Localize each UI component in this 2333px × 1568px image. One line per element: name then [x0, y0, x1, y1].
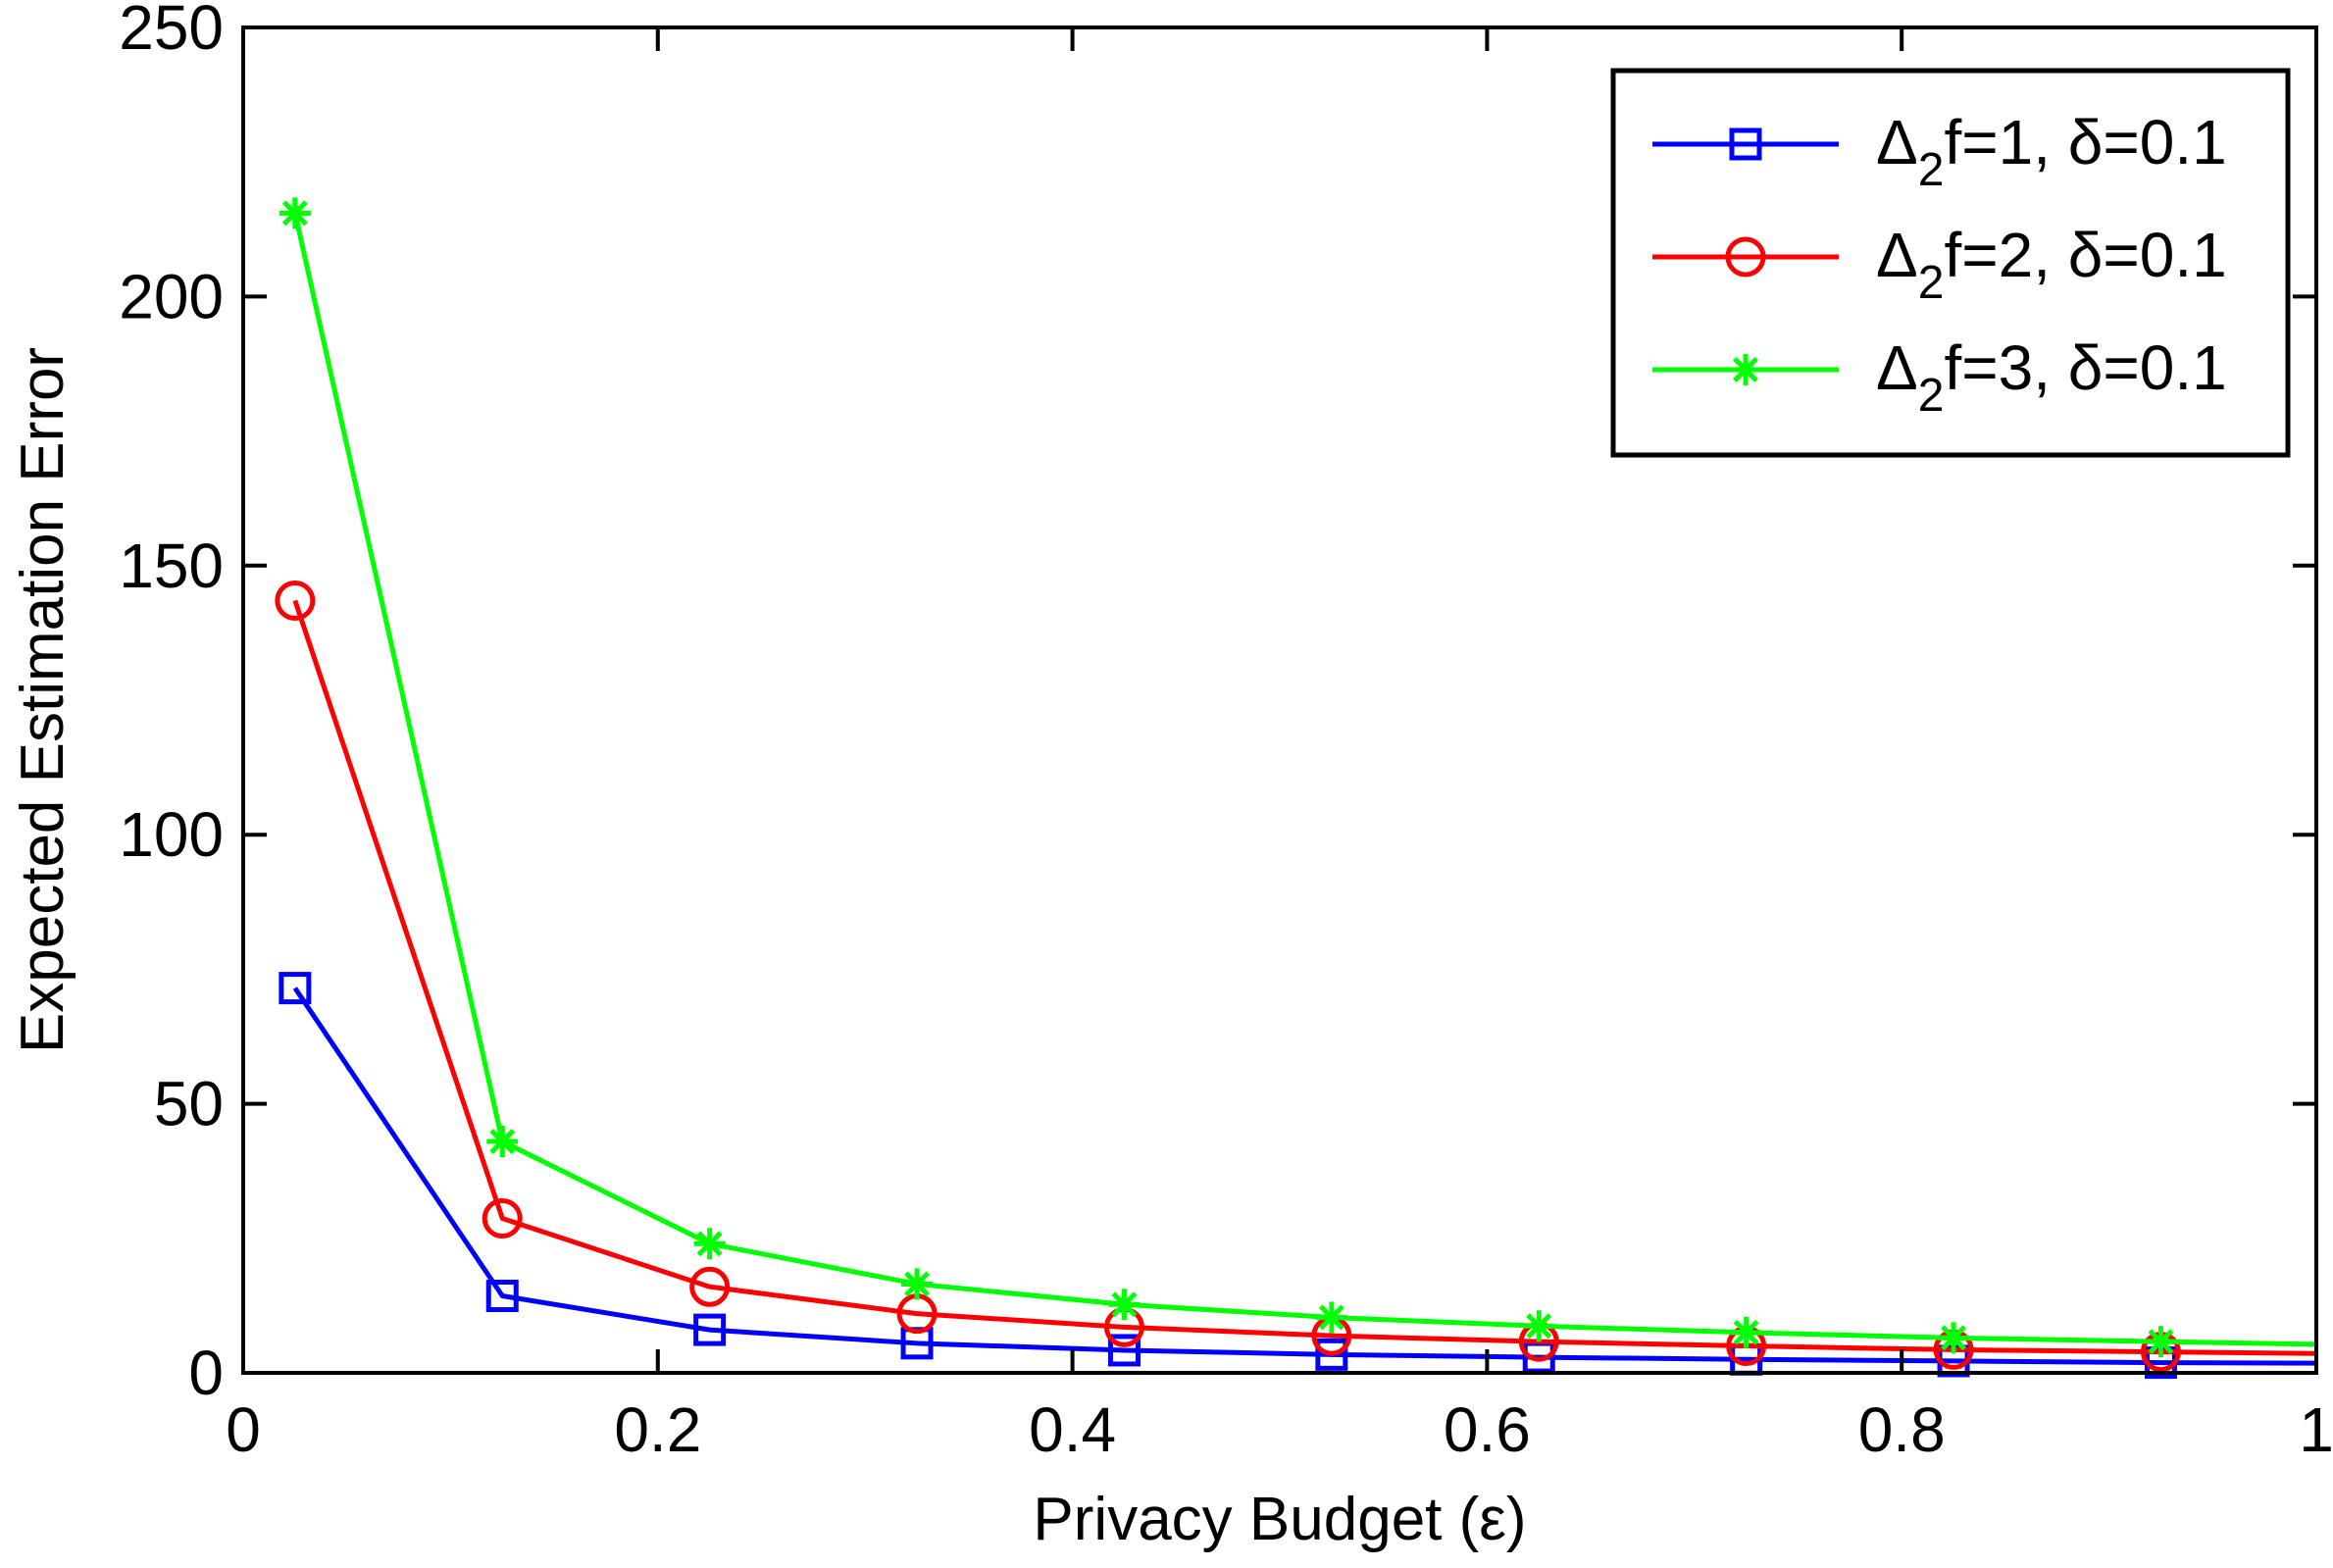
- legend-entry: Δ2f=1, δ=0.1: [1652, 107, 2227, 196]
- y-tick-label: 100: [119, 799, 224, 870]
- data-point-asterisk: [279, 197, 311, 229]
- x-tick-label: 0.6: [1444, 1394, 1531, 1465]
- y-tick-label: 0: [188, 1338, 224, 1408]
- data-point-asterisk: [1315, 1301, 1347, 1334]
- data-point-circle: [275, 580, 316, 621]
- series-layer: [275, 197, 2317, 1380]
- axes-frame: [241, 25, 2318, 1375]
- legend-box: [1610, 68, 2291, 458]
- data-point-asterisk: [1108, 1289, 1141, 1321]
- data-point-square: [485, 1280, 519, 1313]
- data-point-square: [1315, 1338, 1348, 1371]
- legend-entry: Δ2f=2, δ=0.1: [1652, 220, 2227, 309]
- y-tick-label: 250: [119, 0, 224, 63]
- frame-layer: [241, 25, 2318, 1375]
- data-point-asterisk: [1938, 1322, 1970, 1354]
- legend-label: Δ2f=3, δ=0.1: [1876, 332, 2227, 422]
- data-point-circle: [689, 1266, 731, 1307]
- x-tick-label: 1: [2299, 1394, 2333, 1465]
- legend-entry: Δ2f=3, δ=0.1: [1652, 332, 2227, 422]
- data-point-asterisk: [901, 1268, 934, 1300]
- data-point-asterisk: [2145, 1326, 2177, 1358]
- x-tick-label: 0.8: [1858, 1394, 1946, 1465]
- data-point-square: [1729, 127, 1762, 161]
- x-tick-label: 0.4: [1029, 1394, 1116, 1465]
- legend-label: Δ2f=1, δ=0.1: [1876, 107, 2227, 196]
- data-point-square: [1107, 1334, 1141, 1367]
- data-point-square: [279, 972, 312, 1005]
- x-tick-label: 0.2: [614, 1394, 701, 1465]
- data-point-square: [693, 1313, 727, 1346]
- y-tick-label: 50: [154, 1069, 224, 1139]
- data-point-asterisk: [486, 1126, 519, 1158]
- legend-label: Δ2f=2, δ=0.1: [1876, 220, 2227, 309]
- x-axis-title: Privacy Budget (ε): [1033, 1486, 1526, 1553]
- data-point-circle: [1725, 236, 1766, 278]
- legend: Δ2f=1, δ=0.1 Δ2f=2, δ=0.1 Δ2f=3, δ=0.1: [1610, 68, 2291, 458]
- data-point-asterisk: [693, 1228, 726, 1260]
- y-axis-title: Expected Estimation Error: [9, 347, 76, 1053]
- data-point-asterisk: [1523, 1310, 1555, 1342]
- y-tick-label: 200: [119, 261, 224, 331]
- y-tick-label: 150: [119, 531, 224, 601]
- series-line: [292, 599, 2317, 1356]
- data-point-asterisk: [1730, 1316, 1762, 1348]
- x-tick-label: 0: [226, 1394, 261, 1465]
- data-point-circle: [482, 1197, 523, 1239]
- data-point-asterisk: [1730, 354, 1761, 385]
